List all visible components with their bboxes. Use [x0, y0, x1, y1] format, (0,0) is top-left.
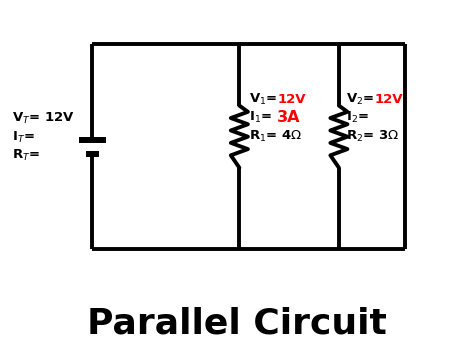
- Text: V$_2$=: V$_2$=: [346, 92, 374, 107]
- Text: 12V: 12V: [277, 93, 306, 106]
- Text: R$_T$=: R$_T$=: [12, 148, 40, 163]
- Text: I$_1$=: I$_1$=: [249, 110, 273, 125]
- Text: 12V: 12V: [374, 93, 403, 106]
- Text: V$_T$= 12V: V$_T$= 12V: [12, 111, 74, 126]
- Text: I$_T$=: I$_T$=: [12, 130, 35, 145]
- Text: R$_1$= 4$\Omega$: R$_1$= 4$\Omega$: [249, 129, 302, 144]
- Text: R$_2$= 3$\Omega$: R$_2$= 3$\Omega$: [346, 129, 399, 144]
- Text: I$_2$=: I$_2$=: [346, 110, 369, 125]
- Text: 3A: 3A: [277, 110, 301, 125]
- Text: V$_1$=: V$_1$=: [249, 92, 277, 107]
- Text: Parallel Circuit: Parallel Circuit: [87, 306, 387, 340]
